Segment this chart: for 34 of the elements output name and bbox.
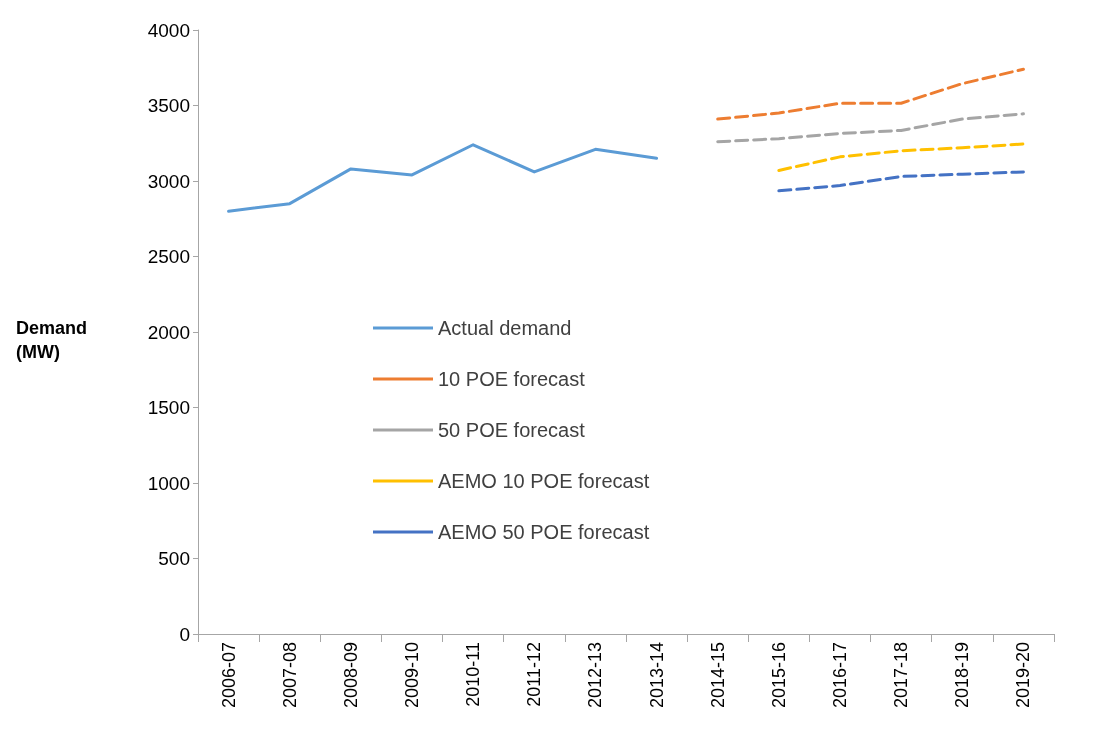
x-tick-label: 2018-19 [952, 642, 973, 709]
x-tick-label: 2014-15 [707, 642, 728, 709]
y-tick-label: 0 [179, 623, 190, 645]
y-tick-label: 3000 [147, 170, 190, 192]
legend-label: AEMO 10 POE forecast [438, 470, 650, 492]
y-tick-label: 2500 [147, 246, 190, 267]
x-tick-label: 2011-12 [524, 642, 545, 707]
legend-label: 50 POE forecast [438, 419, 586, 441]
x-tick-label: 2007-08 [279, 642, 300, 709]
line-series [777, 170, 1025, 193]
x-tick-label: 2017-18 [891, 642, 912, 709]
x-tick-label: 2008-09 [340, 642, 361, 709]
line-series [716, 67, 1025, 121]
y-tick-label: 500 [158, 548, 190, 569]
y-tick-label: 4000 [147, 19, 190, 41]
line-series [227, 143, 659, 213]
y-tick-label: 3500 [147, 95, 190, 116]
line-series [716, 112, 1025, 144]
line-series [777, 142, 1025, 172]
y-tick-label: 1000 [147, 472, 190, 494]
legend-label: 10 POE forecast [438, 368, 586, 390]
legend-label: AEMO 50 POE forecast [438, 521, 650, 543]
x-tick-label: 2006-07 [218, 642, 239, 709]
y-tick-label: 2000 [147, 321, 190, 343]
y-tick-label: 1500 [147, 397, 190, 418]
x-tick-label: 2015-16 [768, 642, 789, 709]
legend-label: Actual demand [438, 317, 572, 339]
x-tick-label: 2013-14 [646, 642, 667, 709]
x-tick-label: 2009-10 [402, 642, 422, 709]
y-axis-title: Demand (MW) [16, 318, 88, 362]
x-tick-label: 2012-13 [585, 642, 606, 709]
x-tick-label: 2016-17 [830, 642, 850, 709]
x-tick-label: 2010-11 [463, 642, 484, 707]
x-tick-label: 2019-20 [1013, 642, 1034, 709]
